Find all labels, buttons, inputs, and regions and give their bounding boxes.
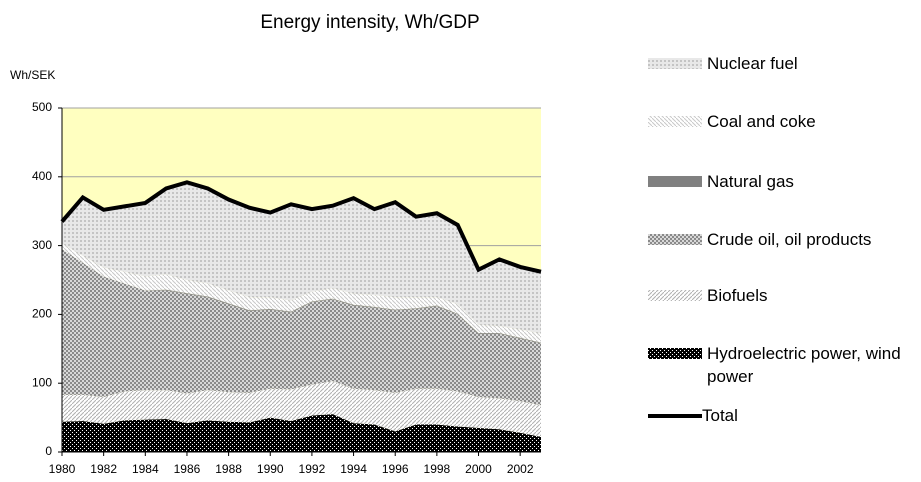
legend-swatch	[648, 290, 702, 301]
area	[62, 249, 541, 406]
legend-label: Nuclear fuel	[707, 54, 798, 73]
y-tick-label: 400	[32, 169, 52, 183]
x-tick-label: 1988	[215, 462, 242, 476]
chart-title: Energy intensity, Wh/GDP	[260, 12, 479, 33]
legend-item: Biofuels	[648, 284, 919, 307]
legend-swatch	[648, 414, 702, 418]
y-tick-label: 300	[32, 238, 52, 252]
legend-swatch	[648, 348, 702, 359]
legend-rect	[648, 234, 702, 245]
x-tick-label: 1998	[424, 462, 451, 476]
legend-rect	[648, 176, 702, 187]
y-axis-label: Wh/SEK	[10, 68, 55, 82]
area	[62, 182, 541, 334]
x-tick-label: 1994	[340, 462, 367, 476]
area	[62, 243, 541, 343]
x-tick-label: 1984	[132, 462, 159, 476]
y-tick-label: 0	[45, 444, 52, 458]
y-tick-label: 200	[32, 307, 52, 321]
legend-rect	[648, 58, 702, 69]
legend-item: Hydroelectric power, wind power	[648, 342, 919, 388]
x-tick-label: 2000	[465, 462, 492, 476]
legend-label: Hydroelectric power, wind power	[707, 344, 901, 386]
y-tick-label: 500	[32, 100, 52, 114]
legend-swatch	[648, 116, 702, 127]
area	[62, 381, 541, 437]
x-tick-label: 2002	[507, 462, 534, 476]
legend-rect	[648, 116, 702, 127]
area	[62, 414, 541, 452]
legend-label: Natural gas	[707, 172, 794, 191]
legend-swatch	[648, 234, 702, 245]
x-tick-label: 1982	[90, 462, 117, 476]
legend-label: Biofuels	[707, 286, 768, 305]
x-tick-label: 1980	[49, 462, 76, 476]
legend-item: Natural gas	[648, 170, 919, 193]
legend-label: Crude oil, oil products	[707, 230, 872, 249]
x-tick-label: 1992	[299, 462, 326, 476]
legend-item: Coal and coke	[648, 110, 919, 133]
legend-label: Total	[702, 406, 738, 425]
legend-item: Nuclear fuel	[648, 52, 919, 75]
legend-swatch	[648, 58, 702, 69]
legend-swatch	[648, 176, 702, 187]
x-tick-label: 1996	[382, 462, 409, 476]
x-tick-label: 1990	[257, 462, 284, 476]
legend-rect	[648, 290, 702, 301]
y-tick-label: 100	[32, 375, 52, 389]
legend-rect	[648, 348, 702, 359]
legend-item: Total	[648, 404, 914, 427]
x-tick-label: 1986	[174, 462, 201, 476]
total-line	[60, 180, 542, 274]
legend-item: Crude oil, oil products	[648, 228, 919, 251]
legend-label: Coal and coke	[707, 112, 816, 131]
